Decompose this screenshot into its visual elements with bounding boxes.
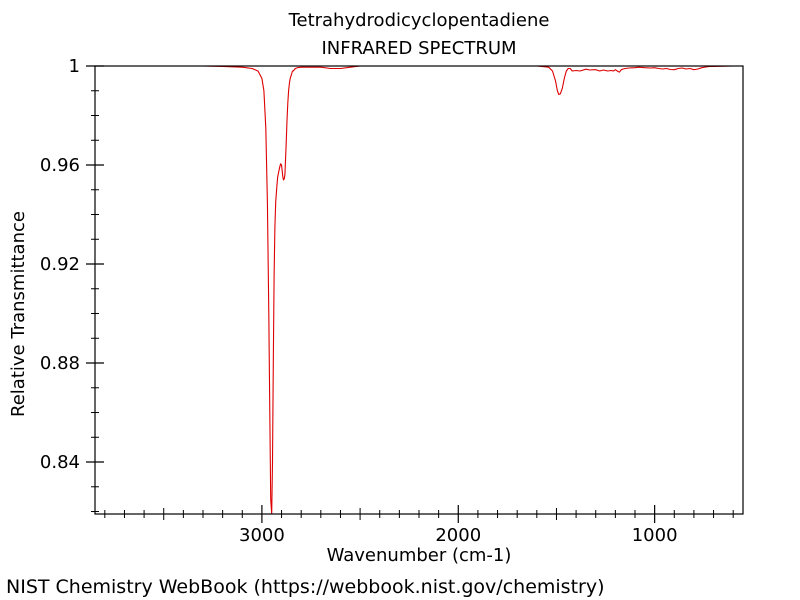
spectrum-line [95, 65, 743, 515]
y-tick-label: 1 [69, 56, 80, 77]
x-tick-label: 1000 [632, 525, 678, 546]
source-credit: NIST Chemistry WebBook (https://webbook.… [6, 576, 605, 598]
y-tick-label: 0.88 [40, 353, 80, 374]
y-axis-label: Relative Transmittance [8, 211, 29, 417]
y-tick-label: 0.92 [40, 254, 80, 275]
x-tick-label: 3000 [239, 525, 285, 546]
chart-subtitle: INFRARED SPECTRUM [321, 38, 517, 59]
chart-title: Tetrahydrodicyclopentadiene [288, 10, 550, 31]
x-tick-label: 2000 [435, 525, 481, 546]
y-tick-label: 0.84 [40, 452, 80, 473]
plot-frame [94, 65, 744, 515]
y-tick-label: 0.96 [40, 155, 80, 176]
x-axis-label: Wavenumber (cm-1) [327, 545, 512, 566]
